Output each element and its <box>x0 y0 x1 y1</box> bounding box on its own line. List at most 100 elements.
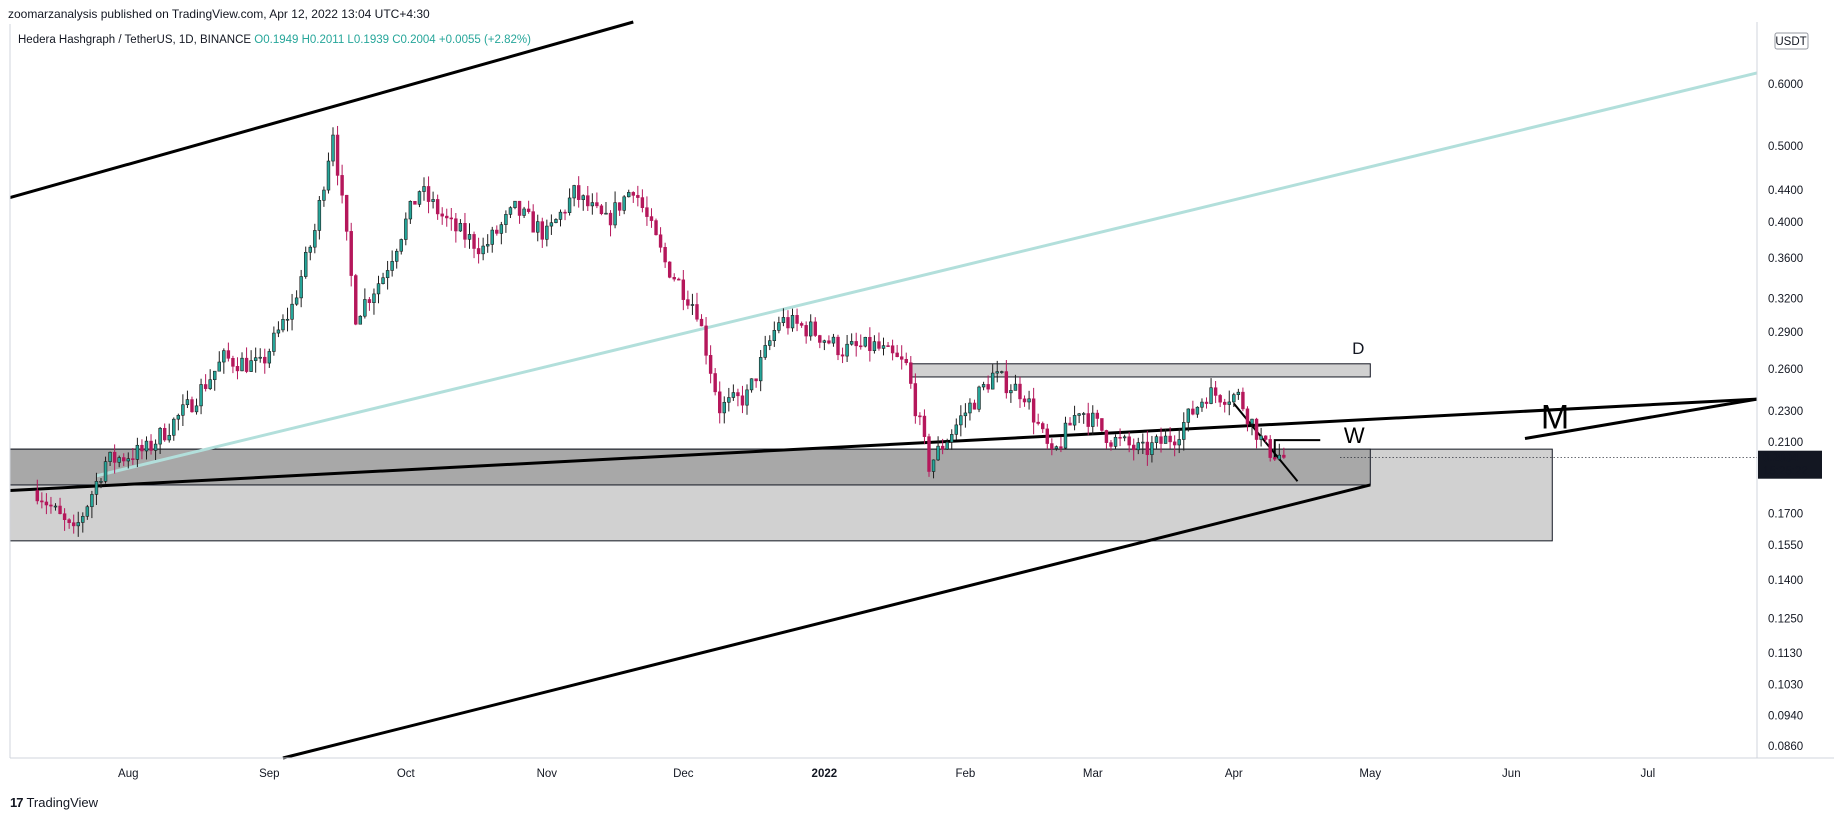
candle-body <box>199 384 203 407</box>
candle-body <box>545 225 549 240</box>
candle-body <box>868 336 872 351</box>
candles-layer <box>35 125 1286 537</box>
candle-body <box>504 214 508 225</box>
candle-body <box>235 366 240 372</box>
candle-body <box>699 318 704 327</box>
candle-body <box>799 323 804 326</box>
candle-body <box>1163 435 1168 444</box>
candle-body <box>340 175 344 196</box>
candle-body <box>613 202 617 226</box>
candle-body <box>818 335 822 343</box>
candle-body <box>244 357 249 372</box>
y-tick-label: 0.1700 <box>1768 509 1803 521</box>
candle-body <box>408 200 413 220</box>
candle-body <box>335 134 340 176</box>
candle-body <box>358 315 363 325</box>
symbol-name[interactable]: Hedera Hashgraph / TetherUS, 1D, BINANCE <box>18 34 252 46</box>
candle-body <box>1100 418 1104 431</box>
candle-body <box>1195 406 1200 415</box>
candle-body <box>1254 418 1259 440</box>
candle-body <box>1159 436 1163 444</box>
candle-body <box>203 384 208 389</box>
y-tick-label: 0.1130 <box>1768 648 1802 660</box>
candle-body <box>62 513 67 520</box>
candle-body <box>1081 413 1086 415</box>
y-tick-label: 0.6000 <box>1768 79 1803 91</box>
candle-body <box>667 261 672 278</box>
candle-body <box>845 343 849 357</box>
candle-body <box>1022 398 1027 403</box>
candle-body <box>71 522 76 527</box>
candle-body <box>404 218 408 240</box>
candle-body <box>622 196 626 211</box>
candle-body <box>1250 418 1254 425</box>
candle-body <box>604 212 608 215</box>
candle-body <box>945 441 949 450</box>
trendline-3 <box>282 483 1371 760</box>
candle-body <box>1141 441 1145 444</box>
candle-body <box>458 223 463 232</box>
candle-body <box>1182 422 1186 440</box>
candle-body <box>954 424 959 435</box>
trendline-4 <box>96 71 1758 478</box>
candle-body <box>822 340 827 343</box>
candle-body <box>1009 390 1013 394</box>
candle-body <box>963 412 968 417</box>
candle-body <box>1232 394 1236 403</box>
candle-body <box>1109 442 1113 447</box>
candle-body <box>131 458 135 460</box>
candle-body <box>713 373 717 393</box>
candle-body <box>112 451 117 463</box>
candle-body <box>727 397 731 403</box>
candle-body <box>367 299 372 303</box>
candle-body <box>808 321 813 337</box>
y-tick-label: 0.2600 <box>1768 364 1803 376</box>
candle-body <box>413 200 417 205</box>
x-tick-label: Oct <box>397 768 416 780</box>
candle-body <box>272 332 276 352</box>
candle-body <box>449 217 454 220</box>
candle-body <box>558 211 563 220</box>
candle-body <box>103 461 108 482</box>
x-tick-label: Jul <box>1640 768 1655 780</box>
last-price-tag <box>1758 450 1822 479</box>
candle-body <box>344 194 349 232</box>
candle-body <box>763 345 767 358</box>
candle-body <box>258 356 262 359</box>
candle-body <box>1268 439 1272 458</box>
candle-body <box>854 341 858 347</box>
candle-body <box>1209 387 1213 404</box>
candle-body <box>1068 422 1072 426</box>
candle-body <box>1245 408 1250 425</box>
y-tick-label: 0.5000 <box>1768 141 1803 153</box>
candle-body <box>522 208 526 216</box>
candle-body <box>1154 436 1159 443</box>
candle-body <box>1018 383 1022 400</box>
candle-body <box>881 345 886 349</box>
candle-body <box>1072 415 1077 426</box>
candle-body <box>995 371 999 374</box>
candle-body <box>918 415 922 418</box>
candle-body <box>708 355 713 374</box>
candle-body <box>649 216 654 221</box>
candle-body <box>658 234 663 248</box>
candle-body <box>144 440 149 452</box>
candle-body <box>445 215 449 219</box>
tradingview-footer[interactable]: 17 TradingView <box>10 795 98 810</box>
currency-label: USDT <box>1775 36 1806 48</box>
candle-body <box>1113 436 1118 447</box>
candle-body <box>795 315 799 324</box>
candle-body <box>1259 435 1263 440</box>
candle-body <box>922 415 927 437</box>
candle-body <box>1118 436 1122 439</box>
trendline-5 <box>1233 402 1299 482</box>
candle-body <box>572 185 576 199</box>
candle-body <box>322 189 326 201</box>
candle-body <box>372 293 376 303</box>
candle-body <box>44 501 49 506</box>
candle-body <box>153 443 158 451</box>
candle-body <box>181 404 185 416</box>
candle-body <box>390 261 394 271</box>
candle-body <box>890 345 895 354</box>
